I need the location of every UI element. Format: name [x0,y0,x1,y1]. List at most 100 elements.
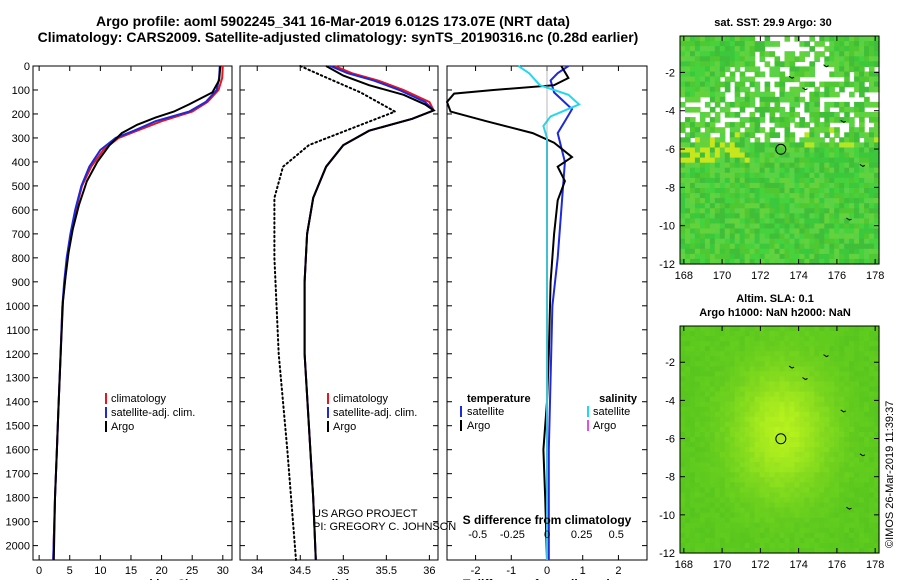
map-cell [759,346,766,352]
map-cell [744,193,751,199]
map-cell [764,522,771,529]
map-cell [794,91,800,98]
map-cell [849,177,855,184]
map-cell [869,386,875,393]
map-cell [824,457,830,463]
map-cell [690,91,696,98]
map-cell [789,71,796,78]
map-cell [754,228,761,235]
map-cell [849,426,855,433]
map-cell [719,198,726,204]
map-cell [749,61,756,67]
map-cell [874,238,880,245]
map-cell [809,177,815,184]
map-cell [799,233,805,240]
map-cell [694,233,701,240]
map-cell [769,326,776,332]
map-cell [749,406,756,413]
map-cell [719,401,726,408]
y-tick-label: 600 [12,205,30,217]
map-cell [859,507,865,514]
map-cell [749,411,756,418]
map-cell [739,361,746,367]
map-cell [844,457,850,463]
map-cell [874,198,880,204]
map-cell [759,208,766,214]
map-cell [839,548,845,554]
map-cell [694,386,701,393]
map-cell [819,477,825,483]
map-cell [804,381,810,388]
map-cell [764,341,771,347]
map-cell [729,537,736,544]
map-cell [799,167,805,174]
y-tick-label: 900 [12,277,30,289]
map-cell [754,502,761,509]
map-cell [804,101,810,108]
map-cell [784,132,791,138]
map-cell [834,91,840,98]
map-cell [864,532,870,539]
y-tick-label: 1200 [6,349,30,361]
map-cell [844,258,850,265]
map-cell [690,218,696,225]
map-cell [739,81,746,88]
map-cell [854,233,860,240]
map-cell [824,198,830,204]
map-cell [680,467,686,473]
map-cell [690,507,696,514]
map-cell [709,127,716,133]
map-cell [724,157,731,164]
map-x-tick-label: 176 [828,270,846,282]
map-cell [764,421,771,428]
map-cell [764,477,771,483]
map-cell [694,497,701,504]
map-cell [724,51,731,57]
map-cell [809,238,815,245]
map-cell [759,497,766,504]
map-cell [874,406,880,413]
map-cell [759,248,766,255]
map-cell [849,223,855,230]
map-cell [814,492,820,499]
map-cell [859,71,865,78]
map-cell [814,537,820,544]
map-cell [764,147,771,154]
map-cell [774,346,781,352]
map-cell [704,157,711,164]
map-cell [729,482,736,488]
map-cell [799,512,805,519]
map-cell [724,253,731,260]
map-cell [844,462,850,468]
map-cell [729,36,736,42]
map-cell [724,142,731,149]
map-cell [699,61,706,67]
map-cell [814,411,820,418]
map-cell [739,437,746,443]
map-cell [839,248,845,255]
map-cell [804,502,810,509]
map-cell [685,477,691,483]
map-cell [814,396,820,403]
map-cell [869,157,875,164]
map-cell [749,81,756,88]
map-cell [799,437,805,443]
map-cell [724,401,731,408]
map-cell [829,477,835,483]
map-cell [854,437,860,443]
map-cell [834,416,840,423]
map-cell [834,127,840,133]
map-cell [824,477,830,483]
map-cell [729,467,736,473]
map-cell [754,386,761,393]
map-cell [834,233,840,240]
map-cell [789,386,796,393]
map-cell [754,542,761,549]
map-cell [794,86,800,93]
map-cell [759,223,766,230]
map-cell [734,361,741,367]
map-cell [844,61,850,67]
map-cell [824,517,830,524]
map-cell [744,442,751,448]
map-cell [859,462,865,468]
